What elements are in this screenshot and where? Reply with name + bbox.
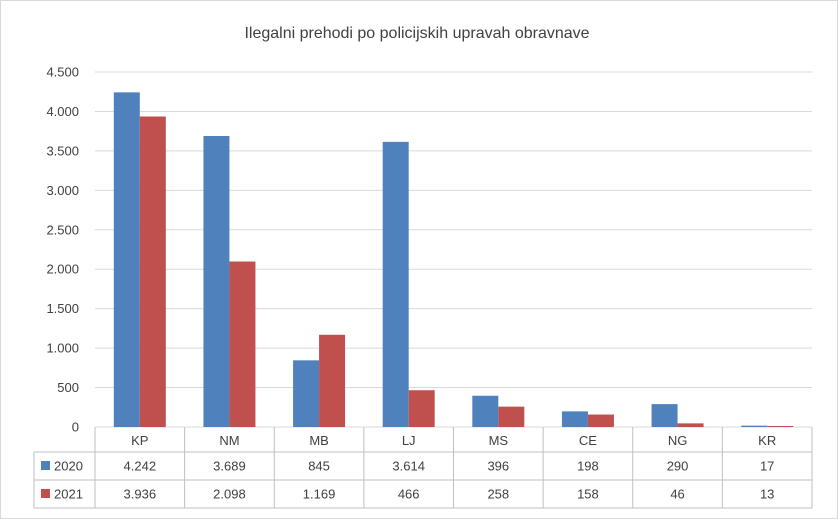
bar-2020-MB xyxy=(293,360,320,427)
bar-2021-LJ xyxy=(408,390,435,427)
bar-2021-KR xyxy=(767,425,794,427)
bar-2020-NM xyxy=(203,135,230,427)
data-table: KP NM MB LJ MS CE NG KR 2020 4.242 3.689 845 3.614 39… xyxy=(33,427,813,509)
y-tick-label: 3.000 xyxy=(46,183,79,198)
bar-2020-NG xyxy=(651,404,678,427)
chart-title: Ilegalni prehodi po policijskih upravah … xyxy=(244,25,589,42)
bar-2021-MB xyxy=(319,334,346,427)
data-label: 46 xyxy=(670,487,684,502)
data-label: 13 xyxy=(760,487,774,502)
legend-swatch-2021 xyxy=(41,489,50,498)
x-tick-label: NG xyxy=(668,433,688,448)
x-tick-label: CE xyxy=(579,433,597,448)
legend-label-2021: 2021 xyxy=(54,487,83,502)
data-label: 2.098 xyxy=(213,487,246,502)
bar-2020-KR xyxy=(741,425,768,427)
data-label: 17 xyxy=(760,459,774,474)
data-label: 3.936 xyxy=(124,487,157,502)
bar-2021-NM xyxy=(229,261,256,427)
bar-2020-LJ xyxy=(382,141,409,427)
bar-2021-CE xyxy=(587,414,614,427)
bar-2021-KP xyxy=(139,116,166,427)
y-tick-label: 2.500 xyxy=(46,222,79,237)
y-tick-label: 3.500 xyxy=(46,143,79,158)
data-label: 4.242 xyxy=(124,459,157,474)
data-label: 258 xyxy=(487,487,509,502)
bars xyxy=(113,92,794,427)
bar-2020-CE xyxy=(561,411,588,427)
y-tick-label: 1.500 xyxy=(46,301,79,316)
data-label: 845 xyxy=(308,459,330,474)
y-tick-label: 1.000 xyxy=(46,341,79,356)
x-tick-label: MB xyxy=(309,433,329,448)
legend-swatch-2020 xyxy=(41,461,50,470)
x-tick-label: MS xyxy=(489,433,509,448)
data-label: 466 xyxy=(398,487,420,502)
data-label: 290 xyxy=(667,459,689,474)
data-label: 198 xyxy=(577,459,599,474)
x-tick-label: KP xyxy=(131,433,148,448)
data-label: 1.169 xyxy=(303,487,336,502)
x-tick-label: NM xyxy=(219,433,239,448)
gridlines xyxy=(95,71,812,428)
data-label: 396 xyxy=(487,459,509,474)
y-axis: 0 500 1.000 1.500 2.000 2.500 3.000 3.500 4.000 4… xyxy=(46,65,79,435)
bar-2020-MS xyxy=(472,395,499,427)
y-tick-label: 4.500 xyxy=(46,65,79,80)
x-tick-label: KR xyxy=(758,433,776,448)
bar-2020-KP xyxy=(113,92,140,427)
y-tick-label: 2.000 xyxy=(46,262,79,277)
data-label: 3.689 xyxy=(213,459,246,474)
bar-2021-NG xyxy=(677,423,704,427)
bar-2021-MS xyxy=(498,406,525,427)
y-tick-label: 4.000 xyxy=(46,104,79,119)
legend-label-2020: 2020 xyxy=(54,459,83,474)
x-tick-label: LJ xyxy=(402,433,416,448)
y-tick-label: 500 xyxy=(57,380,79,395)
data-label: 3.614 xyxy=(392,459,425,474)
data-label: 158 xyxy=(577,487,599,502)
y-tick-label: 0 xyxy=(72,420,79,435)
